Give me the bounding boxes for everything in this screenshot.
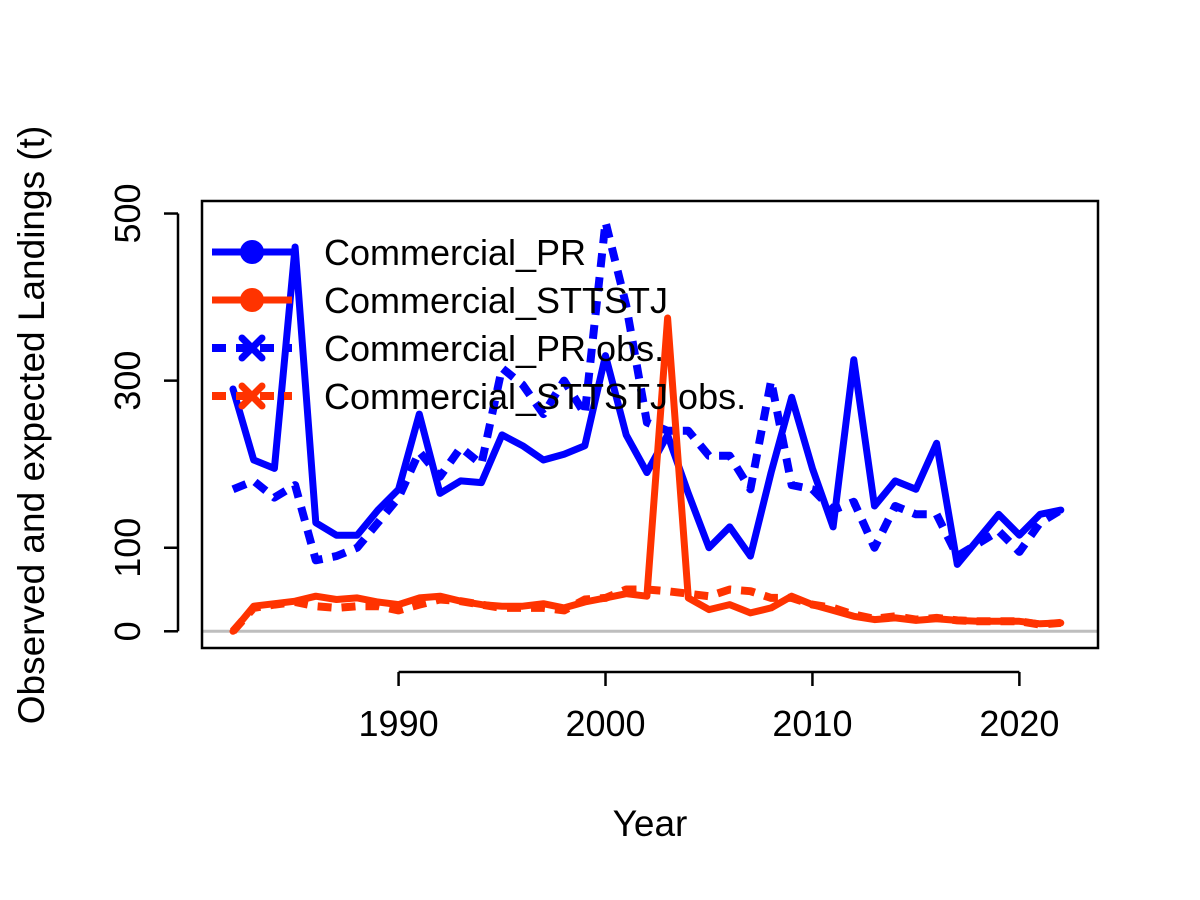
legend-label: Commercial_STTSTJ obs. — [324, 376, 746, 417]
y-tick-label: 500 — [107, 183, 148, 243]
series-line-commercial-pr-obs — [231, 217, 1063, 565]
series-line-commercial-sttstj — [229, 314, 1065, 635]
x-tick-label: 1990 — [359, 703, 439, 744]
legend: Commercial_PR Commercial_STTSTJ Commercial… — [212, 232, 746, 417]
x-tick-label: 2010 — [772, 703, 852, 744]
legend-label: Commercial_STTSTJ — [324, 280, 668, 321]
legend-circle-marker — [240, 240, 264, 264]
x-axis-title: Year — [613, 803, 688, 844]
series-line-commercial-pr — [229, 243, 1065, 568]
x-tick-label: 2000 — [565, 703, 645, 744]
legend-entry: Commercial_STTSTJ — [212, 280, 668, 321]
legend-x-marker — [238, 382, 266, 410]
y-tick-label: 300 — [107, 351, 148, 411]
y-tick-label: 100 — [107, 518, 148, 578]
y-axis-title: Observed and expected Landings (t) — [11, 126, 52, 725]
legend-entry: Commercial_PR obs. — [212, 328, 664, 369]
legend-label: Commercial_PR — [324, 232, 586, 273]
legend-entry: Commercial_PR — [212, 232, 586, 273]
legend-label: Commercial_PR obs. — [324, 328, 664, 369]
legend-entry: Commercial_STTSTJ obs. — [212, 376, 746, 417]
legend-circle-marker — [240, 288, 264, 312]
plot-frame — [200, 199, 1100, 650]
y-tick-label: 0 — [107, 621, 148, 641]
legend-x-marker — [238, 334, 266, 362]
x-tick-label: 2020 — [979, 703, 1059, 744]
